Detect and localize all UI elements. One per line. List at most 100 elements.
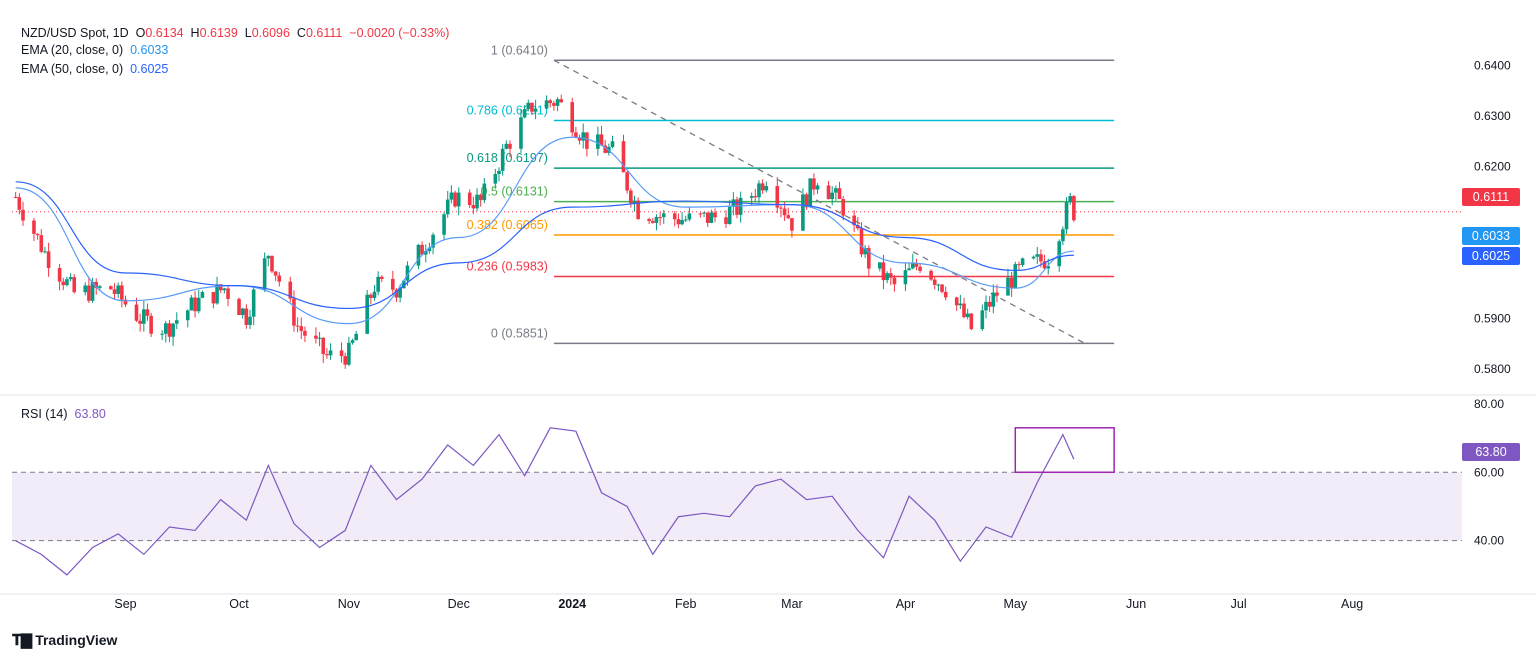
ema50-label: EMA (50, close, 0) [21,62,124,76]
candle-body [394,289,399,298]
candle-body [526,102,531,110]
low-value: 0.6096 [251,26,290,40]
candle-body [167,323,172,337]
ema50-legend[interactable]: EMA (50, close, 0) 0.6025 [21,61,168,77]
candle-body [779,207,783,209]
candle-body [830,192,835,200]
candle-body [676,219,681,225]
candle-body [174,320,179,324]
candle-body [1039,254,1043,262]
ema50-line [15,181,1074,310]
candle-body [940,284,944,292]
candle-body [120,285,124,300]
candle-body [372,291,377,298]
candle-body [834,188,838,193]
candle-body [350,340,355,343]
high-value: 0.6139 [199,26,238,40]
candle-body [629,190,633,204]
candle-body [1017,264,1021,266]
candle-body [35,233,40,236]
candle-body [87,285,91,301]
candle-body [262,258,267,290]
candle-body [1035,254,1040,257]
candle-body [636,200,640,220]
price-axis-tick: 0.6300 [1474,109,1511,123]
candle-body [431,234,435,248]
candle-body [240,308,245,316]
candle-body [328,350,333,356]
candle-body [570,102,575,133]
ema20-value: 0.6033 [130,43,169,57]
candle-body [1009,277,1014,288]
candle-body [321,337,326,355]
candle-body [888,273,893,278]
candle-body [958,303,963,306]
candle-body [519,117,523,149]
change-value: −0.0020 (−0.33%) [349,26,450,40]
candle-body [1068,196,1073,203]
candle-body [149,315,153,334]
candle-body [416,244,421,266]
candle-body [405,265,410,281]
candle-body [753,196,758,198]
candle-body [354,333,358,341]
rsi-price-tag: 63.80 [1462,443,1520,461]
candle-body [39,235,44,252]
candle-body [43,251,47,253]
candle-body [581,132,586,141]
candle-body [218,284,223,291]
rsi-legend[interactable]: RSI (14) 63.80 [21,406,106,422]
candle-body [369,294,373,298]
candle-body [237,298,241,316]
candle-body [251,289,256,317]
candle-body [782,208,787,216]
candle-body [32,220,36,234]
tradingview-logo-icon: 𝐓▇ [12,632,32,649]
candle-body [610,141,615,148]
candle-body [859,228,864,255]
candle-body [661,213,666,218]
candle-body [160,333,164,335]
candle-body [401,280,406,289]
candle-body [453,192,457,207]
time-axis-tick: Aug [1341,597,1363,611]
rsi-axis-tick: 80.00 [1474,397,1504,411]
candle-body [585,132,589,149]
ema50-value: 0.6025 [130,62,169,76]
time-axis-tick: Jul [1231,597,1247,611]
candle-body [808,178,813,208]
candle-body [504,143,509,149]
time-axis-tick: Feb [675,597,697,611]
ema20-line [15,136,1074,325]
candle-body [61,281,66,286]
brand-name: TradingView [35,632,118,648]
candle-body [969,313,974,330]
candle-body [17,197,22,210]
candle-body [376,276,380,292]
tradingview-brand[interactable]: 𝐓▇ TradingView [12,631,117,649]
price-axis-tick: 0.5800 [1474,362,1511,376]
fib-label: 0.236 (0.5983) [467,260,548,274]
candle-body [1057,241,1062,267]
candle-body [273,271,278,276]
candle-body [552,103,556,106]
candle-body [775,186,780,208]
candle-body [134,304,139,321]
symbol-title[interactable]: NZD/USD Spot, 1D [21,26,129,40]
candle-body [442,214,446,235]
candle-body [943,291,948,298]
fib-label: 1 (0.6410) [491,43,548,57]
candle-body [226,288,230,299]
ema20-legend[interactable]: EMA (20, close, 0) 0.6033 [21,42,168,58]
candle-body [266,255,271,259]
candle-body [314,335,318,339]
candle-body [500,148,505,171]
candle-body [621,141,626,173]
candle-body [365,294,369,334]
candle-body [804,194,809,208]
candle-body [522,109,527,118]
candle-body [317,337,322,339]
candle-body [1072,196,1076,221]
candle-body [705,212,710,223]
